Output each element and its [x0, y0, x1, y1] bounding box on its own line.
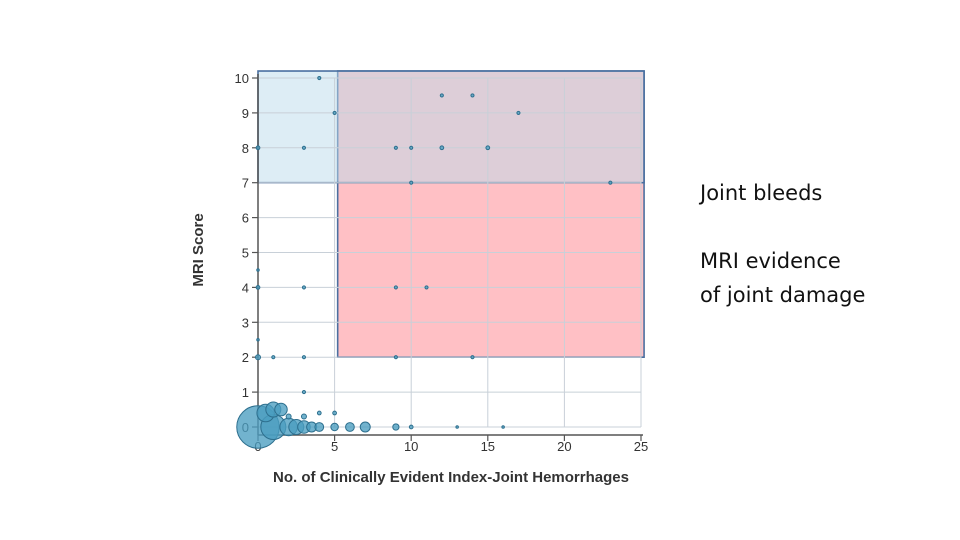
data-point-16 — [255, 354, 261, 361]
data-point-42 — [455, 425, 459, 429]
data-point-13 — [392, 423, 400, 431]
data-point-26 — [301, 355, 307, 360]
data-point-24 — [301, 390, 307, 395]
data-point-9 — [359, 421, 371, 433]
grid-lines — [257, 77, 642, 428]
data-point-30 — [393, 285, 398, 290]
data-point-20 — [255, 285, 261, 290]
data-point-31 — [424, 285, 429, 290]
data-point-19 — [332, 410, 337, 416]
data-point-40 — [470, 93, 475, 98]
y-tick-label-7: 7 — [242, 176, 249, 191]
data-point-27 — [393, 355, 398, 360]
x-tick-label-5: 5 — [331, 439, 338, 454]
data-point-28 — [470, 355, 475, 360]
y-tick-label-6: 6 — [242, 211, 249, 226]
y-tick-label-4: 4 — [242, 280, 249, 295]
data-point-41 — [317, 75, 322, 81]
data-point-43 — [501, 425, 505, 429]
y-tick-label-9: 9 — [242, 106, 249, 121]
data-point-11 — [345, 422, 355, 432]
x-axis-label: No. of Clinically Evident Index-Joint He… — [273, 469, 629, 486]
highlight-regions — [257, 70, 645, 358]
y-tick-label-2: 2 — [242, 350, 249, 365]
data-point-33 — [608, 180, 613, 185]
data-point-21 — [255, 145, 261, 151]
data-point-23 — [485, 145, 491, 151]
data-point-25 — [271, 355, 276, 360]
x-tick-label-10: 10 — [404, 439, 418, 454]
x-tick-label-25: 25 — [634, 439, 648, 454]
data-point-18 — [316, 410, 322, 416]
y-tick-label-1: 1 — [242, 385, 249, 400]
data-point-14 — [285, 413, 292, 420]
x-tick-label-20: 20 — [557, 439, 571, 454]
data-point-44 — [256, 338, 260, 342]
data-point-34 — [301, 145, 307, 150]
y-tick-label-10: 10 — [235, 71, 249, 86]
data-point-6 — [274, 402, 288, 417]
data-point-38 — [516, 110, 521, 115]
data-point-39 — [439, 93, 444, 98]
data-point-36 — [409, 145, 414, 150]
y-axis-label: MRI Score — [190, 213, 207, 286]
data-point-12 — [330, 422, 339, 432]
data-point-10 — [314, 422, 325, 432]
y-tick-label-5: 5 — [242, 246, 249, 261]
data-point-17 — [408, 424, 414, 430]
joint-bleeds-annotation: Joint bleeds — [700, 181, 823, 205]
mri-damage-annotation: MRI evidence of joint damage — [700, 249, 866, 307]
y-tick-label-3: 3 — [242, 315, 249, 330]
data-point-29 — [301, 285, 307, 290]
data-point-37 — [332, 110, 337, 115]
data-point-22 — [439, 145, 445, 151]
data-points — [236, 75, 613, 449]
x-tick-label-15: 15 — [481, 439, 495, 454]
region-mri-damage — [257, 70, 645, 184]
data-point-32 — [409, 180, 414, 185]
data-point-45 — [256, 268, 260, 272]
data-point-35 — [393, 145, 398, 150]
data-point-15 — [300, 413, 307, 420]
y-tick-label-8: 8 — [242, 141, 249, 156]
